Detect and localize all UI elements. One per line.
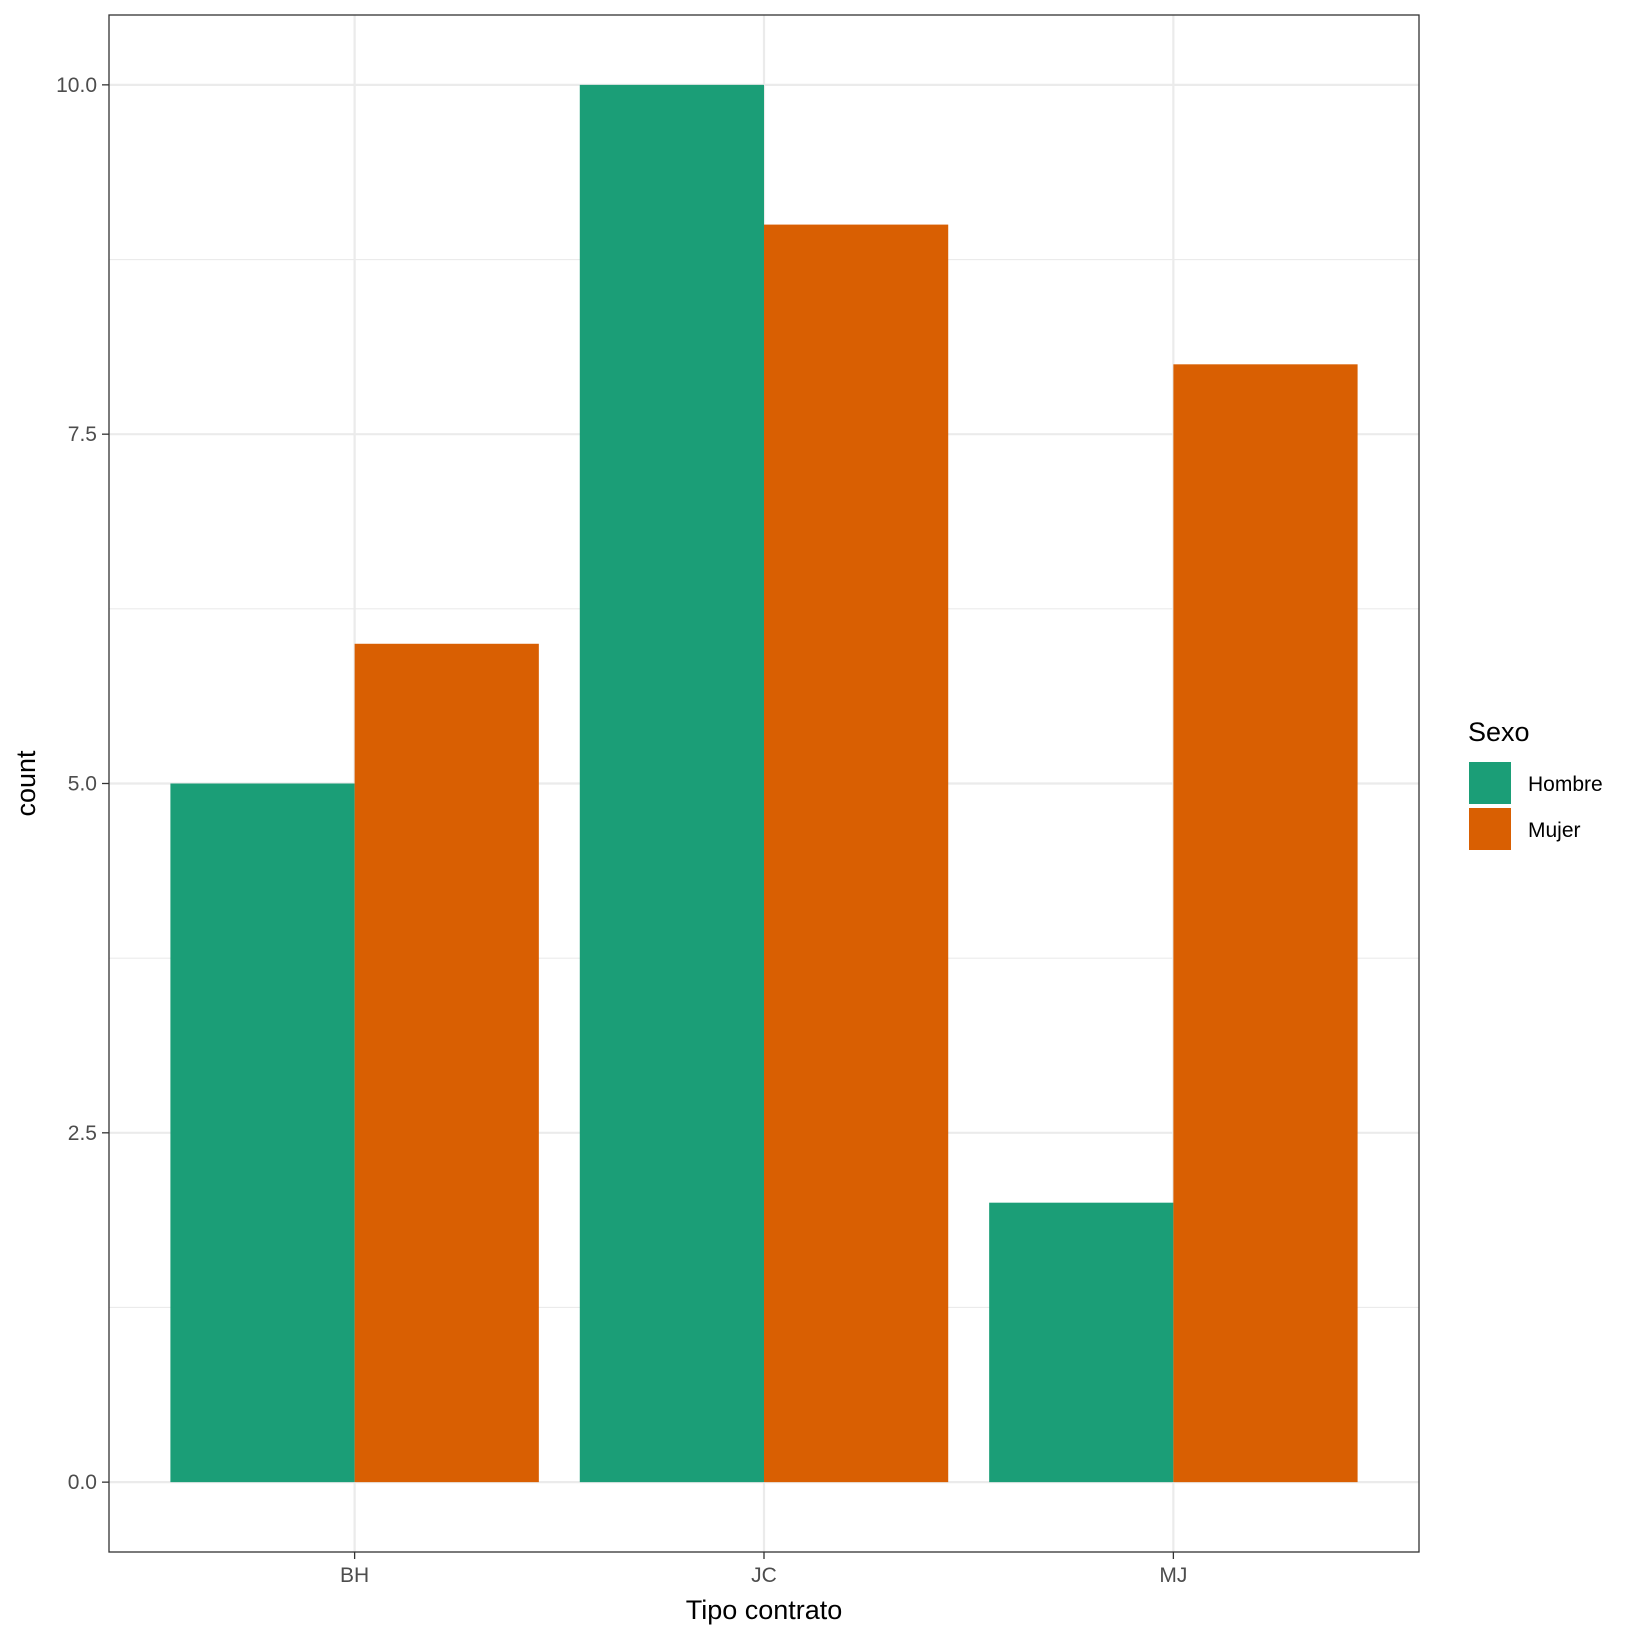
y-tick-label: 7.5 [68, 423, 97, 446]
x-tick-label: BH [340, 1564, 369, 1587]
y-tick-label: 5.0 [68, 773, 97, 796]
y-tick-label: 2.5 [68, 1122, 97, 1145]
legend-title: Sexo [1468, 717, 1530, 747]
legend-items: Hombre Mujer [1469, 762, 1603, 850]
legend-key-mujer [1469, 808, 1511, 850]
x-tick-label: MJ [1159, 1564, 1187, 1587]
legend-label-mujer: Mujer [1528, 819, 1581, 842]
bar-hombre-jc [579, 84, 764, 1483]
legend-key-hombre [1469, 762, 1511, 804]
x-axis-title: Tipo contrato [686, 1595, 843, 1625]
y-tick-label: 10.0 [56, 74, 97, 97]
legend-label-hombre: Hombre [1528, 773, 1603, 796]
bar-mujer-jc [764, 224, 949, 1483]
bar-hombre-mj [989, 1202, 1174, 1483]
y-axis-title: count [11, 750, 41, 817]
bar-mujer-mj [1173, 364, 1358, 1483]
axis-ticks: 0.0 2.5 5.0 7.5 10.0 BH JC MJ [56, 74, 1187, 1587]
y-tick-label: 0.0 [68, 1471, 97, 1494]
x-tick-label: JC [751, 1564, 777, 1587]
bar-hombre-bh [170, 783, 355, 1483]
bar-mujer-bh [354, 643, 539, 1483]
bars [170, 84, 1358, 1483]
legend: Sexo Hombre Mujer [1468, 717, 1603, 850]
